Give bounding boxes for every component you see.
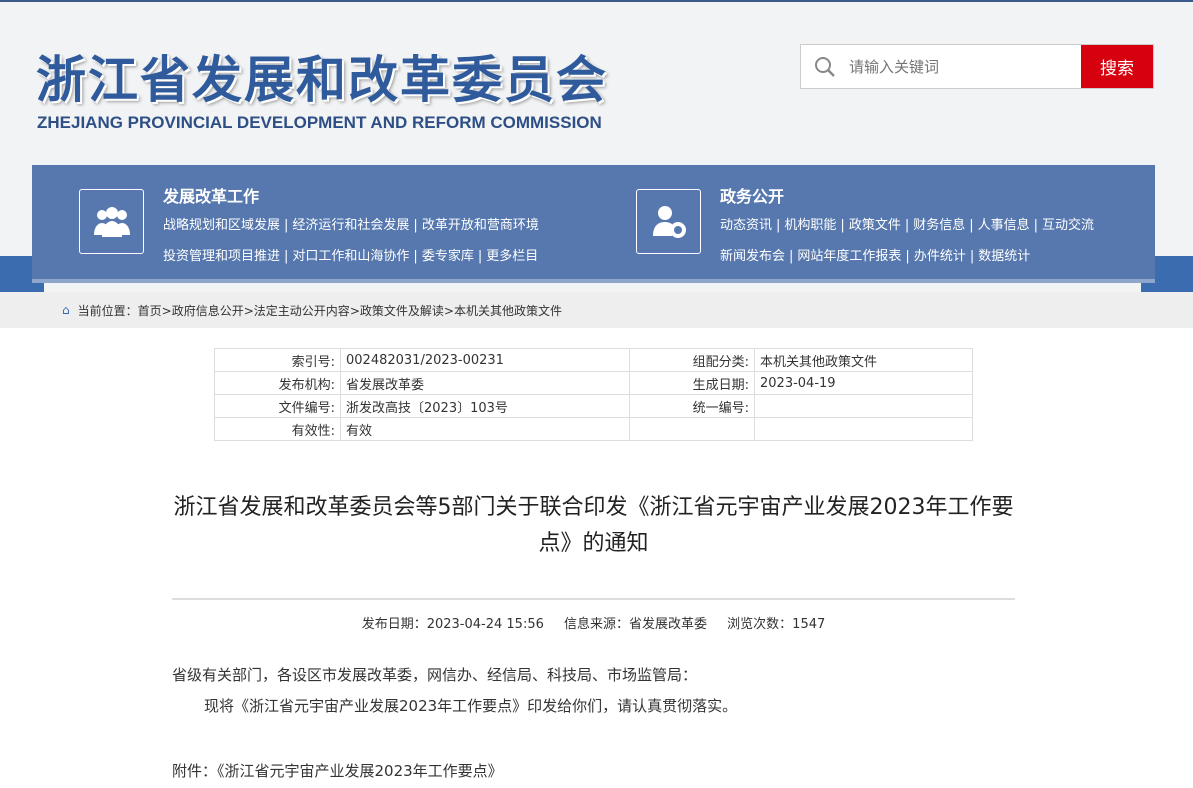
user-gear-icon [636,189,701,254]
info-label: 发布机构: [214,371,341,395]
separator: | [284,249,289,264]
nav-link[interactable]: 互动交流 [1042,218,1095,233]
nav-shadow [44,282,1141,292]
info-value [754,417,973,441]
nav-group-title[interactable]: 政务公开 [720,187,785,206]
separator: | [284,218,289,233]
separator: | [1033,218,1039,233]
breadcrumb-separator: > [161,303,172,318]
publish-date: 发布日期：2023-04-24 15:56 [361,617,544,632]
nav-link[interactable]: 网站年度工作报表 [797,249,902,264]
breadcrumb-link[interactable]: 首页 [137,303,162,318]
nav-links-row: 投资管理和项目推进 | 对口工作和山海协作 | 委专家库 | 更多栏目 [163,245,538,264]
breadcrumb-separator: > [349,303,360,318]
nav-link[interactable]: 委专家库 [421,249,474,264]
breadcrumb-link[interactable]: 政策文件及解读 [359,303,444,318]
info-source: 信息来源：省发展改革委 [564,617,708,632]
nav-link[interactable]: 对口工作和山海协作 [292,249,410,264]
nav-link[interactable]: 政策文件 [848,218,901,233]
nav-links-row: 新闻发布会 | 网站年度工作报表 | 办件统计 | 数据统计 [720,245,1030,264]
site-logo-subtitle: ZHEJIANG PROVINCIAL DEVELOPMENT AND REFO… [37,113,602,132]
breadcrumb-link[interactable]: 本机关其他政策文件 [453,303,562,318]
nav-link[interactable]: 机构职能 [784,218,837,233]
nav-link[interactable]: 投资管理和项目推进 [163,249,281,264]
separator: | [413,249,418,264]
info-value: 002482031/2023-00231 [340,348,630,372]
nav-links-row: 动态资讯 | 机构职能 | 政策文件 | 财务信息 | 人事信息 | 互动交流 [720,214,1094,233]
info-value: 2023-04-19 [754,371,973,395]
nav-link[interactable]: 改革开放和营商环境 [421,218,539,233]
nav-link[interactable]: 经济运行和社会发展 [292,218,410,233]
nav-link[interactable]: 更多栏目 [486,249,539,264]
main-nav: 发展改革工作 战略规划和区域发展 | 经济运行和社会发展 | 改革开放和营商环境 投资管… [32,165,1155,279]
view-count: 浏览次数：1547 [727,617,826,632]
home-icon: ⌂ [62,303,70,317]
info-label: 索引号: [214,348,341,372]
info-label: 文件编号: [214,394,341,418]
nav-link[interactable]: 战略规划和区域发展 [163,218,281,233]
article-meta: 发布日期：2023-04-24 15:56 信息来源：省发展改革委 浏览次数：1… [172,613,1015,632]
nav-link[interactable]: 办件统计 [913,249,966,264]
separator: | [905,249,910,264]
search-button[interactable]: 搜索 [1081,45,1153,88]
attachment-link[interactable]: 附件：《浙江省元宇宙产业发展2023年工作要点》 [172,762,503,780]
info-label: 组配分类: [629,348,755,372]
info-label: 统一编号: [629,394,755,418]
info-value: 浙发改高技〔2023〕103号 [340,394,630,418]
separator: | [477,249,483,264]
info-value: 有效 [340,417,630,441]
nav-link[interactable]: 人事信息 [977,218,1030,233]
info-label: 有效性: [214,417,341,441]
separator: | [776,218,781,233]
site-logo-title[interactable]: 浙江省发展和改革委员会 [36,51,608,109]
separator: | [904,218,910,233]
table-row: 有效性: 有效 [214,417,973,441]
nav-link[interactable]: 动态资讯 [720,218,773,233]
nav-links-row: 战略规划和区域发展 | 经济运行和社会发展 | 改革开放和营商环境 [163,214,539,233]
search-input[interactable] [849,45,1081,88]
breadcrumb: ⌂ 当前位置： 首页>政府信息公开>法定主动公开内容>政策文件及解读>本机关其他… [0,292,1193,328]
info-value [754,394,973,418]
separator: | [413,218,418,233]
separator: | [969,249,975,264]
info-value: 省发展改革委 [340,371,630,395]
table-row: 索引号: 002482031/2023-00231 组配分类: 本机关其他政策文件 [214,348,973,372]
separator: | [969,218,974,233]
article-paragraph: 现将《浙江省元宇宙产业发展2023年工作要点》印发给你们，请认真贯彻落实。 [204,697,738,715]
breadcrumb-label: 当前位置： [77,303,138,318]
article-title: 浙江省发展和改革委员会等5部门关于联合印发《浙江省元宇宙产业发展2023年工作要… [173,495,1014,556]
divider [172,598,1015,600]
nav-link[interactable]: 财务信息 [913,218,966,233]
info-value: 本机关其他政策文件 [754,348,973,372]
people-icon [79,189,144,254]
info-label: 生成日期: [629,371,755,395]
breadcrumb-link[interactable]: 法定主动公开内容 [253,303,350,318]
table-row: 文件编号: 浙发改高技〔2023〕103号 统一编号: [214,394,973,418]
top-border [0,0,1193,2]
breadcrumb-link[interactable]: 政府信息公开 [171,303,244,318]
separator: | [840,218,845,233]
document-info-table: 索引号: 002482031/2023-00231 组配分类: 本机关其他政策文件 发布… [214,348,973,441]
nav-link[interactable]: 新闻发布会 [720,249,786,264]
search-box: 搜索 [800,44,1154,89]
nav-link[interactable]: 数据统计 [978,249,1031,264]
article-paragraph: 省级有关部门，各设区市发展改革委，网信办、经信局、科技局、市场监管局： [172,666,698,684]
table-row: 发布机构: 省发展改革委 生成日期: 2023-04-19 [214,371,973,395]
breadcrumb-separator: > [443,303,454,318]
info-label [629,417,755,441]
separator: | [789,249,794,264]
breadcrumb-separator: > [243,303,254,318]
nav-group-title[interactable]: 发展改革工作 [163,187,260,206]
search-icon [801,45,849,88]
